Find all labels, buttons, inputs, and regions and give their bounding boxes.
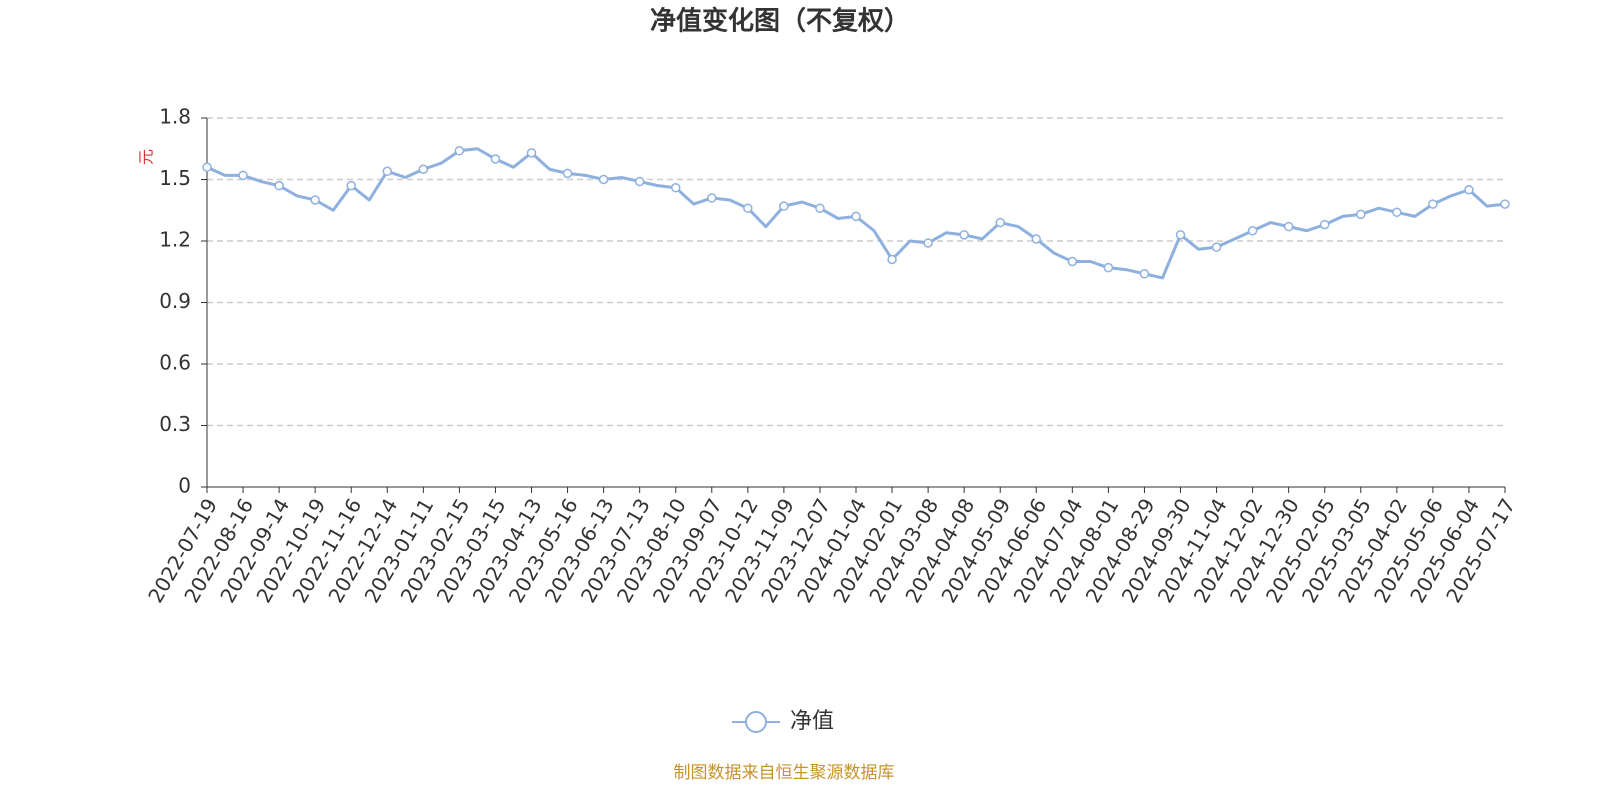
y-tick-label: 0.9	[159, 289, 191, 313]
source-note: 制图数据来自恒生聚源数据库	[674, 763, 895, 783]
point	[1464, 185, 1474, 195]
legend-label: 净值	[790, 709, 834, 734]
point	[959, 230, 969, 240]
point	[743, 203, 753, 213]
point	[851, 211, 861, 222]
point	[346, 180, 356, 191]
point	[995, 217, 1005, 228]
y-tick-label: 1.2	[159, 228, 191, 252]
y-tick-label: 0.6	[159, 351, 191, 375]
point	[562, 168, 573, 179]
legend-marker	[745, 711, 767, 733]
point	[779, 201, 789, 211]
y-tick-label: 1.5	[159, 166, 191, 190]
point	[634, 176, 645, 187]
y-tick-label: 0.3	[159, 412, 191, 436]
point	[670, 182, 681, 193]
y-axis-label: 元	[137, 149, 156, 165]
point	[1356, 209, 1366, 220]
point	[1319, 219, 1330, 230]
point	[1103, 262, 1114, 273]
point	[1247, 226, 1258, 236]
point	[274, 180, 284, 191]
point	[382, 166, 393, 177]
point	[1067, 256, 1078, 267]
point	[490, 154, 501, 164]
point	[1283, 221, 1294, 232]
point	[598, 174, 609, 185]
point	[202, 162, 212, 172]
point	[1139, 269, 1150, 279]
point	[1500, 199, 1510, 209]
point	[1392, 207, 1402, 218]
point	[1175, 230, 1186, 240]
point	[454, 146, 465, 156]
point	[707, 193, 717, 203]
chart-title: 净值变化图（不复权）	[650, 6, 910, 37]
point	[815, 203, 825, 213]
point	[923, 238, 933, 248]
point	[238, 170, 248, 181]
y-tick-label: 0	[178, 474, 191, 498]
point	[1031, 234, 1042, 244]
point	[1428, 199, 1438, 209]
y-tick-label: 1.8	[159, 105, 191, 129]
point	[887, 254, 897, 265]
point	[418, 164, 429, 174]
point	[526, 148, 537, 158]
point	[1211, 242, 1222, 252]
point	[310, 195, 320, 205]
